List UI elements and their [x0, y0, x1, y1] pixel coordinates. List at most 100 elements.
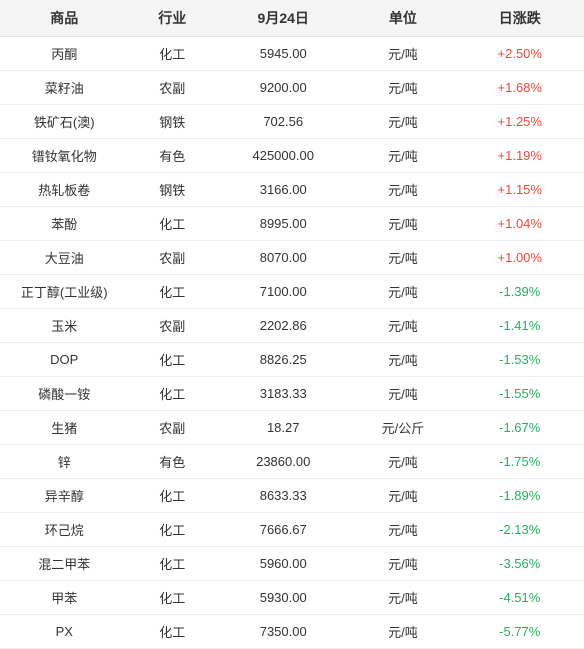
- table-row: 热轧板卷钢铁3166.00元/吨+1.15%: [0, 173, 584, 207]
- cell-unit: 元/吨: [350, 275, 455, 309]
- table-row: 磷酸一铵化工3183.33元/吨-1.55%: [0, 377, 584, 411]
- cell-change: -1.75%: [455, 445, 584, 479]
- cell-industry: 化工: [128, 37, 216, 71]
- cell-product: 镨钕氧化物: [0, 139, 128, 173]
- table-row: DOP化工8826.25元/吨-1.53%: [0, 343, 584, 377]
- cell-change: +1.15%: [455, 173, 584, 207]
- table-row: 甲苯化工5930.00元/吨-4.51%: [0, 581, 584, 615]
- cell-product: 铁矿石(澳): [0, 105, 128, 139]
- cell-unit: 元/吨: [350, 547, 455, 581]
- cell-change: -1.55%: [455, 377, 584, 411]
- cell-product: 大豆油: [0, 241, 128, 275]
- cell-industry: 农副: [128, 309, 216, 343]
- cell-industry: 钢铁: [128, 105, 216, 139]
- cell-industry: 化工: [128, 207, 216, 241]
- commodity-price-table: 商品 行业 9月24日 单位 日涨跌 丙酮化工5945.00元/吨+2.50%菜…: [0, 0, 584, 649]
- cell-industry: 化工: [128, 513, 216, 547]
- cell-unit: 元/吨: [350, 173, 455, 207]
- cell-price: 5930.00: [216, 581, 350, 615]
- table-row: 异辛醇化工8633.33元/吨-1.89%: [0, 479, 584, 513]
- cell-industry: 化工: [128, 615, 216, 649]
- cell-unit: 元/吨: [350, 581, 455, 615]
- cell-change: +1.25%: [455, 105, 584, 139]
- cell-change: +1.00%: [455, 241, 584, 275]
- cell-price: 8826.25: [216, 343, 350, 377]
- cell-product: 甲苯: [0, 581, 128, 615]
- cell-unit: 元/吨: [350, 377, 455, 411]
- table-row: 混二甲苯化工5960.00元/吨-3.56%: [0, 547, 584, 581]
- cell-price: 702.56: [216, 105, 350, 139]
- table-row: 正丁醇(工业级)化工7100.00元/吨-1.39%: [0, 275, 584, 309]
- cell-unit: 元/吨: [350, 445, 455, 479]
- cell-change: -1.53%: [455, 343, 584, 377]
- table-row: PX化工7350.00元/吨-5.77%: [0, 615, 584, 649]
- cell-product: 磷酸一铵: [0, 377, 128, 411]
- cell-product: 苯酚: [0, 207, 128, 241]
- cell-industry: 有色: [128, 445, 216, 479]
- cell-unit: 元/吨: [350, 513, 455, 547]
- cell-change: -1.41%: [455, 309, 584, 343]
- cell-product: 热轧板卷: [0, 173, 128, 207]
- col-header-unit: 单位: [350, 0, 455, 37]
- cell-unit: 元/吨: [350, 207, 455, 241]
- cell-product: 丙酮: [0, 37, 128, 71]
- cell-price: 425000.00: [216, 139, 350, 173]
- cell-change: -4.51%: [455, 581, 584, 615]
- table-body: 丙酮化工5945.00元/吨+2.50%菜籽油农副9200.00元/吨+1.68…: [0, 37, 584, 649]
- cell-price: 2202.86: [216, 309, 350, 343]
- cell-price: 7666.67: [216, 513, 350, 547]
- cell-product: 正丁醇(工业级): [0, 275, 128, 309]
- cell-industry: 农副: [128, 241, 216, 275]
- cell-price: 8995.00: [216, 207, 350, 241]
- cell-industry: 农副: [128, 71, 216, 105]
- cell-price: 8070.00: [216, 241, 350, 275]
- cell-unit: 元/吨: [350, 615, 455, 649]
- cell-price: 8633.33: [216, 479, 350, 513]
- table-row: 锌有色23860.00元/吨-1.75%: [0, 445, 584, 479]
- cell-product: 玉米: [0, 309, 128, 343]
- cell-change: +1.04%: [455, 207, 584, 241]
- col-header-price: 9月24日: [216, 0, 350, 37]
- cell-unit: 元/吨: [350, 309, 455, 343]
- cell-unit: 元/吨: [350, 37, 455, 71]
- cell-change: -1.39%: [455, 275, 584, 309]
- cell-product: 异辛醇: [0, 479, 128, 513]
- col-header-change: 日涨跌: [455, 0, 584, 37]
- table-row: 苯酚化工8995.00元/吨+1.04%: [0, 207, 584, 241]
- cell-price: 18.27: [216, 411, 350, 445]
- cell-industry: 化工: [128, 547, 216, 581]
- cell-industry: 化工: [128, 581, 216, 615]
- cell-price: 23860.00: [216, 445, 350, 479]
- table-row: 丙酮化工5945.00元/吨+2.50%: [0, 37, 584, 71]
- cell-product: 环己烷: [0, 513, 128, 547]
- cell-unit: 元/吨: [350, 479, 455, 513]
- cell-price: 9200.00: [216, 71, 350, 105]
- cell-price: 7350.00: [216, 615, 350, 649]
- cell-price: 5945.00: [216, 37, 350, 71]
- cell-change: +2.50%: [455, 37, 584, 71]
- table-row: 铁矿石(澳)钢铁702.56元/吨+1.25%: [0, 105, 584, 139]
- cell-unit: 元/公斤: [350, 411, 455, 445]
- cell-change: -2.13%: [455, 513, 584, 547]
- cell-product: PX: [0, 615, 128, 649]
- cell-change: -1.89%: [455, 479, 584, 513]
- cell-price: 7100.00: [216, 275, 350, 309]
- cell-change: +1.19%: [455, 139, 584, 173]
- table-row: 大豆油农副8070.00元/吨+1.00%: [0, 241, 584, 275]
- cell-unit: 元/吨: [350, 139, 455, 173]
- cell-change: -5.77%: [455, 615, 584, 649]
- table-row: 环己烷化工7666.67元/吨-2.13%: [0, 513, 584, 547]
- cell-industry: 化工: [128, 343, 216, 377]
- cell-product: 混二甲苯: [0, 547, 128, 581]
- cell-product: 锌: [0, 445, 128, 479]
- cell-product: 菜籽油: [0, 71, 128, 105]
- cell-industry: 化工: [128, 377, 216, 411]
- cell-price: 3183.33: [216, 377, 350, 411]
- col-header-product: 商品: [0, 0, 128, 37]
- cell-industry: 化工: [128, 275, 216, 309]
- cell-change: +1.68%: [455, 71, 584, 105]
- cell-industry: 钢铁: [128, 173, 216, 207]
- table-row: 镨钕氧化物有色425000.00元/吨+1.19%: [0, 139, 584, 173]
- cell-product: DOP: [0, 343, 128, 377]
- cell-price: 3166.00: [216, 173, 350, 207]
